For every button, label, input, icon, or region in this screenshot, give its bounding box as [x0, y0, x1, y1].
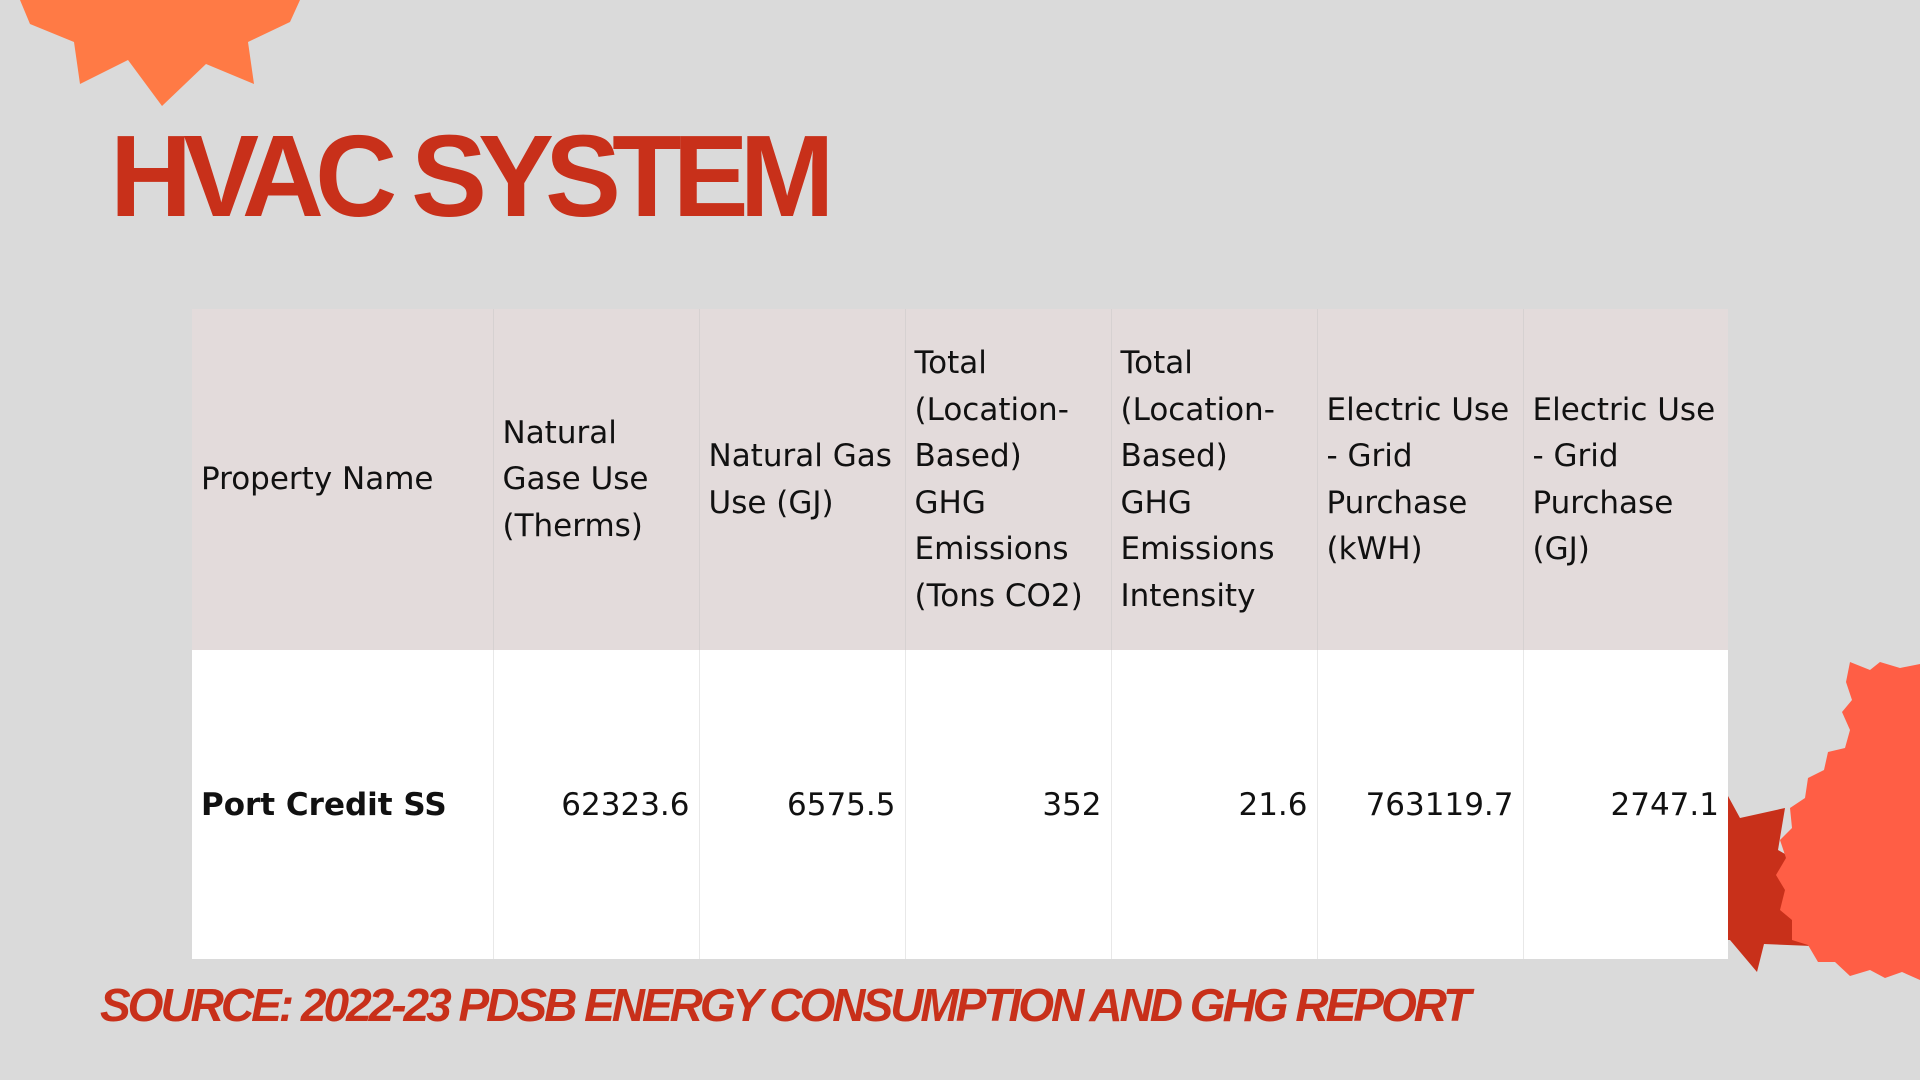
table-header-row: Property Name Natural Gase Use (Therms) … — [192, 309, 1728, 650]
cell-natural-gas-therms: 62323.6 — [493, 650, 700, 959]
cell-natural-gas-gj: 6575.5 — [699, 650, 906, 959]
header-electric-kwh: Electric Use - Grid Purchase (kWH) — [1317, 309, 1524, 650]
cell-property-name: Port Credit SS — [192, 650, 494, 959]
header-natural-gas-therms: Natural Gase Use (Therms) — [493, 309, 700, 650]
energy-table: Property Name Natural Gase Use (Therms) … — [192, 309, 1728, 959]
page-title: HVAC SYSTEM — [110, 111, 834, 241]
cell-ghg-intensity: 21.6 — [1111, 650, 1318, 959]
table-row: Port Credit SS 62323.6 6575.5 352 21.6 7… — [192, 650, 1728, 959]
cell-electric-kwh: 763119.7 — [1317, 650, 1524, 959]
energy-table-container: Property Name Natural Gase Use (Therms) … — [192, 309, 1728, 959]
cell-electric-gj: 2747.1 — [1523, 650, 1728, 959]
cell-ghg-emissions: 352 — [905, 650, 1112, 959]
top-left-starburst-shape — [20, 0, 300, 106]
header-ghg-emissions: Total (Location-Based) GHG Emissions (To… — [905, 309, 1112, 650]
header-property-name: Property Name — [192, 309, 494, 650]
bottom-right-coral-starburst-shape — [1776, 662, 1920, 980]
source-citation: SOURCE: 2022-23 PDSB ENERGY CONSUMPTION … — [100, 979, 1471, 1031]
header-electric-gj: Electric Use - Grid Purchase (GJ) — [1523, 309, 1728, 650]
header-ghg-intensity: Total (Location-Based) GHG Emissions Int… — [1111, 309, 1318, 650]
header-natural-gas-gj: Natural Gas Use (GJ) — [699, 309, 906, 650]
